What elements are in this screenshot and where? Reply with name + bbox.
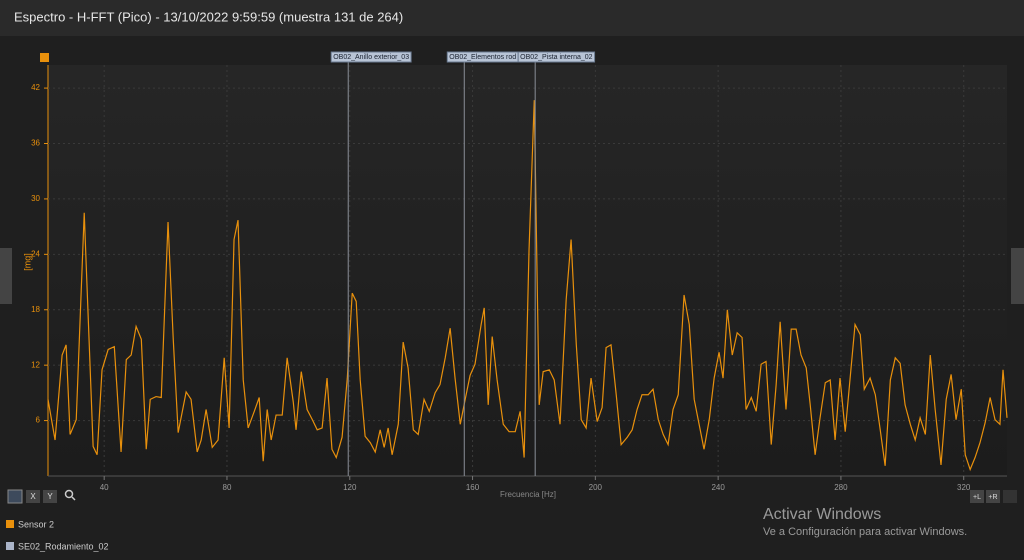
right-handle[interactable] (1011, 248, 1024, 304)
button[interactable] (986, 490, 1000, 503)
legend-swatch (6, 520, 14, 528)
legend-label[interactable]: Sensor 2 (18, 519, 54, 529)
y-tick-label: 18 (31, 305, 40, 314)
button[interactable] (1003, 490, 1017, 503)
marker-label: OB02_Pista interna_02 (520, 54, 592, 61)
tree-icon (6, 542, 14, 550)
zoom-icon[interactable] (64, 489, 76, 501)
marker-tag (330, 51, 412, 63)
y-tick-label: 36 (31, 139, 40, 148)
x-tick-label: 40 (100, 483, 109, 492)
y-tick-label: 6 (36, 416, 41, 425)
y-tick-label: 12 (31, 360, 40, 369)
watermark-title: Activar Windows (763, 506, 881, 523)
x-tick-label: 200 (589, 483, 603, 492)
x-tick-label: 280 (834, 483, 848, 492)
chart-title: Espectro - H-FFT (Pico) - 13/10/2022 9:5… (14, 9, 403, 24)
button-label: X (30, 492, 36, 501)
title-bar (0, 0, 1024, 36)
button-label: +R (988, 494, 997, 501)
y-axis-icon (40, 53, 49, 62)
x-axis-label: Frecuencia [Hz] (500, 490, 556, 499)
y-axis-label: [mg] (22, 253, 32, 271)
x-tick-label: 120 (343, 483, 357, 492)
plot-area (48, 65, 1007, 476)
marker-label: OB02_Elementos rod (449, 54, 516, 61)
button[interactable] (43, 490, 57, 503)
y-tick-label: 30 (31, 194, 40, 203)
x-tick-label: 80 (223, 483, 232, 492)
tree-item[interactable]: SE02_Rodamiento_02 (18, 541, 109, 551)
button[interactable] (970, 490, 984, 503)
button-label: Y (47, 492, 53, 501)
watermark-text: Ve a Configuración para activar Windows. (763, 526, 967, 538)
marker-label: OB02_Anillo exterior_03 (333, 54, 409, 61)
left-handle[interactable] (0, 248, 12, 304)
y-tick-label: 24 (31, 249, 40, 258)
button[interactable] (26, 490, 40, 503)
toolbar-icon[interactable] (7, 489, 23, 504)
marker-tag (517, 51, 596, 63)
spectrum-line (47, 100, 1008, 472)
y-tick-label: 42 (31, 83, 40, 92)
x-tick-label: 160 (466, 483, 480, 492)
x-tick-label: 320 (957, 483, 971, 492)
button-label: +L (973, 494, 981, 501)
x-tick-label: 240 (711, 483, 725, 492)
